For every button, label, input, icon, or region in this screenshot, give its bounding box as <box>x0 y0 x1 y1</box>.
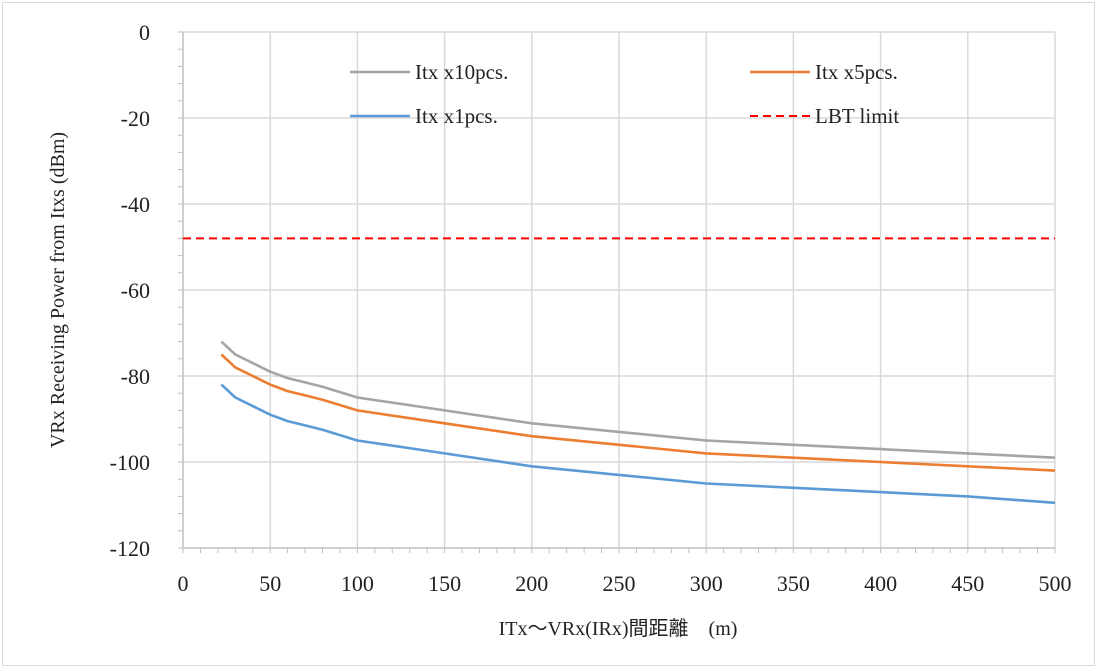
y-tick-label: -80 <box>121 364 150 389</box>
legend-label: LBT limit <box>815 104 899 128</box>
y-tick-label: -60 <box>121 278 150 303</box>
x-tick-label: 150 <box>428 571 461 596</box>
y-axis-title: VRx Receiving Power from Itxs (dBm) <box>47 132 69 448</box>
x-tick-label: 200 <box>515 571 548 596</box>
x-tick-label: 500 <box>1039 571 1072 596</box>
series <box>183 237 1056 505</box>
x-tick-label: 350 <box>777 571 810 596</box>
legend-label: Itx x1pcs. <box>415 104 498 128</box>
y-tick-label: -20 <box>121 106 150 131</box>
legend-item: LBT limit <box>750 104 899 128</box>
x-tick-label: 0 <box>178 571 189 596</box>
legend-item: Itx x1pcs. <box>350 104 498 128</box>
y-tick-label: -120 <box>110 536 150 561</box>
legend: Itx x10pcs. Itx x5pcs. Itx x1pcs. LBT limit <box>350 60 899 128</box>
y-tick-label: -100 <box>110 450 150 475</box>
x-tick-label: 300 <box>690 571 723 596</box>
y-tick-label: 0 <box>139 20 150 45</box>
x-tick-label: 450 <box>951 571 984 596</box>
x-tick-label: 400 <box>864 571 897 596</box>
series-line <box>220 340 1056 459</box>
x-axis-title: ITx～VRx(IRx)間距離 (m) <box>499 617 738 640</box>
legend-label: Itx x10pcs. <box>415 60 508 84</box>
legend-item: Itx x5pcs. <box>750 60 898 84</box>
grid <box>183 31 1056 548</box>
y-tick-label: -40 <box>121 192 150 217</box>
axes: 0 -20 -40 -60 -80 -100 -120 0 50 100 150 200 250 300 3… <box>110 20 1072 596</box>
x-tick-label: 250 <box>603 571 636 596</box>
legend-item: Itx x10pcs. <box>350 60 508 84</box>
series-line <box>220 353 1056 472</box>
x-tick-label: 100 <box>341 571 374 596</box>
x-tick-label: 50 <box>259 571 281 596</box>
series-line <box>220 383 1056 505</box>
legend-label: Itx x5pcs. <box>815 60 898 84</box>
